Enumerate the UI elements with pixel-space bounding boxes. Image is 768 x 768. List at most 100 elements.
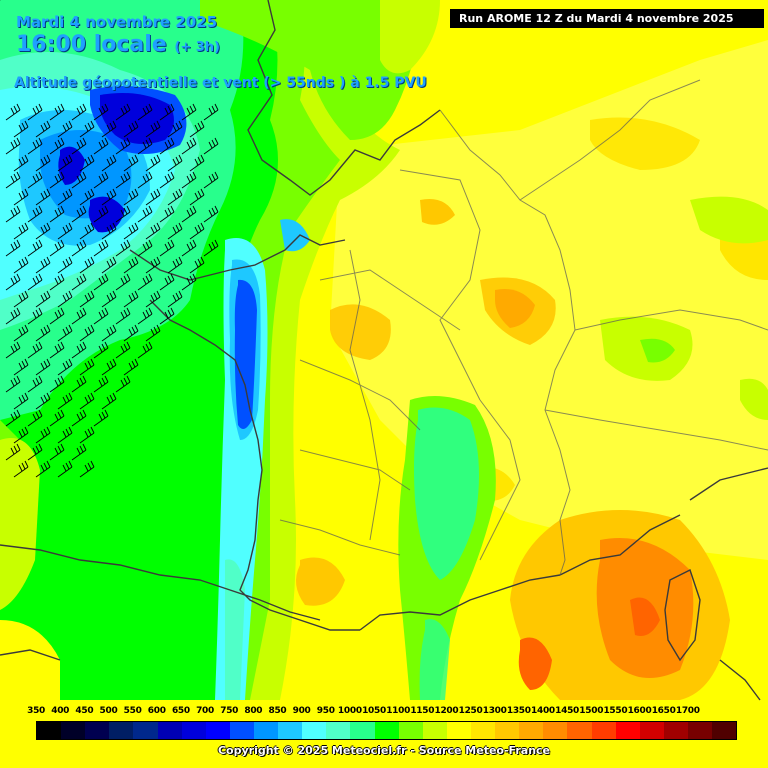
wind-barb — [49, 443, 65, 461]
wind-barb — [57, 290, 73, 308]
wind-barb — [93, 307, 109, 325]
wind-barb — [35, 188, 51, 206]
wind-barb — [145, 222, 161, 240]
wind-barb — [79, 358, 95, 376]
wind-barb — [71, 409, 87, 427]
wind-barb — [79, 426, 95, 444]
wind-barb — [203, 171, 219, 189]
wind-barb — [79, 222, 95, 240]
wind-barb — [35, 290, 51, 308]
wind-barb — [57, 426, 73, 444]
wind-barb — [203, 239, 219, 257]
wind-barb — [49, 341, 65, 359]
wind-barb — [159, 137, 175, 155]
legend-label: 400 — [51, 706, 70, 716]
wind-barb — [57, 222, 73, 240]
wind-barb — [159, 171, 175, 189]
wind-barb — [35, 222, 51, 240]
run-label: Run AROME 12 Z du Mardi 4 novembre 2025 — [450, 9, 764, 28]
wind-barb — [167, 222, 183, 240]
legend-label: 1700 — [675, 706, 700, 716]
legend-label: 1350 — [506, 706, 531, 716]
wind-barb — [27, 375, 43, 393]
wind-barb — [79, 392, 95, 410]
wind-barb — [159, 103, 175, 121]
legend-label: 1550 — [603, 706, 628, 716]
legend-swatch — [85, 722, 110, 739]
wind-barb — [93, 409, 109, 427]
legend-swatch — [302, 722, 327, 739]
legend-label: 450 — [75, 706, 94, 716]
wind-barb — [27, 273, 43, 291]
wind-barb — [27, 409, 43, 427]
legend-label: 550 — [123, 706, 142, 716]
wind-barb — [137, 103, 153, 121]
wind-barb — [71, 341, 87, 359]
local-time: 16:00 locale — [16, 32, 167, 57]
legend-swatch — [567, 722, 592, 739]
wind-barb — [49, 137, 65, 155]
wind-barb — [71, 307, 87, 325]
wind-barb — [93, 273, 109, 291]
wind-barb — [181, 273, 197, 291]
wind-barb — [57, 358, 73, 376]
wind-barb — [181, 205, 197, 223]
wind-barb — [93, 103, 109, 121]
wind-barb — [145, 256, 161, 274]
legend-swatch — [37, 722, 62, 739]
legend-label: 1250 — [458, 706, 483, 716]
wind-barb — [5, 205, 21, 223]
legend-swatch — [687, 722, 713, 739]
wind-barb — [35, 324, 51, 342]
wind-barb — [57, 392, 73, 410]
legend-swatch — [446, 722, 471, 739]
wind-barb — [167, 120, 183, 138]
wind-barb — [115, 341, 131, 359]
wind-barb — [35, 256, 51, 274]
wind-barb — [123, 222, 139, 240]
wind-barb — [27, 171, 43, 189]
legend-swatch — [663, 722, 688, 739]
wind-barb — [13, 426, 29, 444]
legend-swatch — [133, 722, 158, 739]
wind-barb-field — [5, 103, 219, 478]
wind-barb — [101, 222, 117, 240]
wind-barb — [79, 460, 95, 478]
wind-barb — [5, 137, 21, 155]
wind-barb — [71, 443, 87, 461]
legend-swatch — [326, 722, 351, 739]
wind-barb — [115, 103, 131, 121]
legend-label: 1450 — [555, 706, 580, 716]
wind-barb — [13, 290, 29, 308]
wind-barb — [49, 171, 65, 189]
wind-barb — [145, 290, 161, 308]
legend-label: 1650 — [651, 706, 676, 716]
legend-swatch — [519, 722, 544, 739]
wind-barb — [13, 358, 29, 376]
legend-swatch — [374, 722, 399, 739]
wind-barb — [57, 324, 73, 342]
wind-barb — [13, 222, 29, 240]
wind-barb — [5, 443, 21, 461]
wind-barb — [49, 205, 65, 223]
wind-barb — [5, 239, 21, 257]
wind-barb — [101, 358, 117, 376]
wind-barb — [123, 154, 139, 172]
legend-label: 1050 — [362, 706, 386, 716]
legend-swatch — [712, 722, 737, 739]
wind-barb — [137, 307, 153, 325]
wind-barb — [13, 188, 29, 206]
wind-barb — [115, 171, 131, 189]
wind-barb — [79, 154, 95, 172]
wind-barb — [93, 341, 109, 359]
wind-barb — [5, 307, 21, 325]
wind-barb — [5, 341, 21, 359]
wind-barb — [167, 154, 183, 172]
wind-barb — [71, 239, 87, 257]
legend-swatch — [253, 722, 279, 739]
legend-swatch — [495, 722, 520, 739]
legend-label: 650 — [171, 706, 190, 716]
legend-label: 500 — [99, 706, 118, 716]
